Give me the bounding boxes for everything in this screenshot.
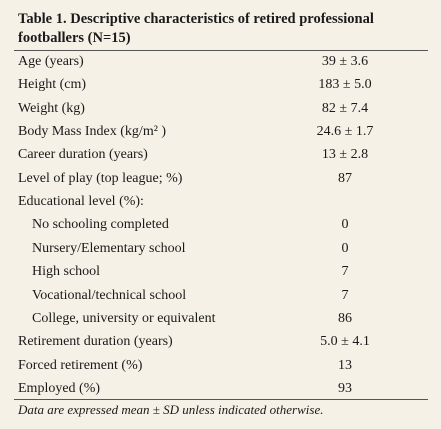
row-value: 87 <box>338 170 352 186</box>
row-label: Vocational/technical school <box>32 287 187 303</box>
row-label: Career duration (years) <box>18 147 148 163</box>
table-row: Educational level (%): <box>0 190 441 213</box>
row-value: 7 <box>341 264 349 280</box>
table-row: Weight (kg) 82 ± 7.4 <box>0 97 441 120</box>
row-value: 13 <box>338 357 352 373</box>
table-row: Level of play (top league; %) 87 <box>0 167 441 190</box>
table-title: Table 1. Descriptive characteristics of … <box>18 11 374 46</box>
row-value: 93 <box>338 380 352 396</box>
row-value: 183 ± 5.0 <box>318 77 372 93</box>
row-label: College, university or equivalent <box>32 310 216 326</box>
table-row: No schooling completed 0 <box>0 213 441 236</box>
table-row: Vocational/technical school 7 <box>0 284 441 307</box>
table-row: Nursery/Elementary school 0 <box>0 237 441 260</box>
row-label: Age (years) <box>18 54 84 69</box>
table-row: College, university or equivalent 86 <box>0 307 441 330</box>
row-value: 39 ± 3.6 <box>321 54 369 69</box>
table-note: Data are expressed mean ± SD unless indi… <box>18 402 324 417</box>
row-label: Educational level (%): <box>18 194 144 210</box>
row-label: Level of play (top league; %) <box>18 170 183 186</box>
table-row: Body Mass Index (kg/m² ) 24.6 ± 1.7 <box>0 120 441 143</box>
table-row: Height (cm) 183 ± 5.0 <box>0 73 441 96</box>
table-row: High school 7 <box>0 260 441 283</box>
table-row: Age (years) 39 ± 3.6 <box>0 50 441 73</box>
header-rule <box>14 50 428 51</box>
table-row: Forced retirement (%) 13 <box>0 354 441 377</box>
row-label: High school <box>32 264 101 280</box>
table-row: Career duration (years) 13 ± 2.8 <box>0 143 441 166</box>
row-label: Retirement duration (years) <box>18 334 173 350</box>
table-row: Employed (%) 93 <box>0 377 441 400</box>
row-label: No schooling completed <box>32 217 169 233</box>
table-row: Retirement duration (years) 5.0 ± 4.1 <box>0 330 441 353</box>
row-label: Height (cm) <box>18 77 87 93</box>
row-value: 0 <box>341 217 349 233</box>
row-value: 7 <box>341 287 349 303</box>
row-label: Nursery/Elementary school <box>32 240 186 256</box>
row-value: 24.6 ± 1.7 <box>316 124 374 140</box>
row-label: Body Mass Index (kg/m² ) <box>18 124 167 140</box>
row-label: Forced retirement (%) <box>18 357 143 373</box>
row-value: 86 <box>338 310 352 326</box>
row-value: 13 ± 2.8 <box>321 147 369 163</box>
row-value: 0 <box>341 240 349 256</box>
row-value: 5.0 ± 4.1 <box>320 334 370 350</box>
row-label: Employed (%) <box>18 380 101 396</box>
row-value: 82 ± 7.4 <box>321 100 369 116</box>
footer-rule <box>14 399 428 400</box>
row-label: Weight (kg) <box>18 100 85 116</box>
